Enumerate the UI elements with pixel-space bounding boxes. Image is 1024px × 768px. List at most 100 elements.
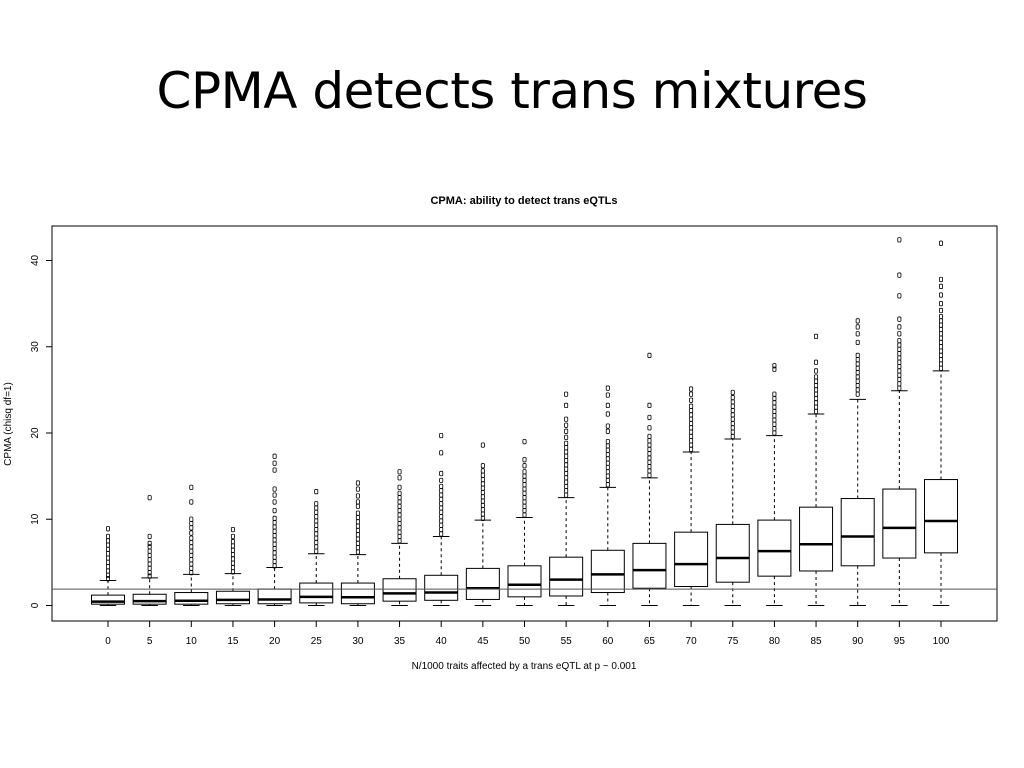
outlier-point [564, 416, 569, 422]
outlier-point [397, 533, 402, 540]
box-iqr [840, 498, 875, 567]
box-iqr [549, 556, 584, 597]
outlier-point [272, 486, 277, 492]
outlier-point [605, 423, 610, 429]
outlier-point [272, 508, 277, 514]
outlier-point [647, 433, 652, 440]
outlier-point [439, 488, 444, 494]
outlier-point [439, 470, 444, 477]
outlier-point [397, 516, 402, 522]
box-iqr [507, 565, 542, 598]
box-40 [424, 432, 459, 606]
outlier-point [147, 565, 152, 571]
outlier-point [772, 421, 777, 427]
box-iqr [715, 523, 750, 583]
outlier-point [272, 460, 277, 466]
outlier-point [689, 397, 694, 403]
outlier-point [605, 460, 610, 466]
outlier-point [147, 533, 152, 540]
outlier-point [355, 503, 360, 509]
x-tick-label: 85 [810, 636, 822, 647]
outlier-point [564, 453, 569, 459]
outlier-point [106, 551, 111, 557]
outlier-point [939, 276, 944, 283]
outlier-point [855, 365, 860, 371]
outlier-point [772, 426, 777, 432]
x-tick-label: 95 [894, 636, 906, 647]
box-100 [924, 240, 958, 606]
box-25 [299, 489, 334, 606]
outlier-point [397, 469, 402, 475]
x-tick-label: 30 [352, 636, 364, 647]
outlier-point [480, 442, 485, 448]
outlier-point [605, 443, 610, 449]
outlier-point [897, 331, 902, 337]
outlier-point [939, 361, 944, 367]
outlier-point [897, 372, 902, 378]
outlier-point [564, 462, 569, 468]
outlier-point [689, 416, 694, 422]
outlier-point [689, 420, 694, 427]
x-tick-label: 45 [477, 636, 489, 647]
outlier-point [647, 472, 652, 478]
box-55 [549, 391, 584, 606]
outlier-point [730, 407, 735, 414]
outlier-point [480, 481, 485, 487]
outlier-point [314, 531, 319, 537]
outlier-point [897, 342, 902, 348]
outlier-point [855, 391, 860, 397]
outlier-point [106, 555, 111, 561]
outlier-point [314, 514, 319, 520]
outlier-point [522, 490, 527, 496]
outlier-point [897, 351, 902, 357]
outlier-point [314, 509, 319, 515]
box-65 [632, 352, 667, 606]
outlier-point [480, 507, 485, 513]
outlier-point [147, 544, 152, 550]
outlier-point [522, 473, 527, 479]
outlier-point [439, 518, 444, 524]
outlier-point [230, 526, 235, 533]
outlier-point [439, 450, 444, 456]
outlier-point [605, 428, 610, 434]
x-axis-label: N/1000 traits affected by a trans eQTL a… [412, 661, 637, 672]
outlier-point [939, 331, 944, 337]
outlier-point [855, 331, 860, 337]
outlier-point [522, 477, 527, 484]
outlier-point [355, 493, 360, 499]
outlier-point [189, 499, 194, 505]
outlier-point [855, 374, 860, 380]
outlier-point [605, 402, 610, 408]
outlier-point [522, 503, 527, 509]
outlier-point [939, 344, 944, 350]
box-iqr [924, 479, 958, 554]
outlier-point [605, 473, 610, 479]
outlier-point [397, 484, 402, 490]
outlier-point [605, 392, 610, 398]
box-70 [674, 386, 709, 606]
outlier-point [939, 307, 944, 314]
outlier-point [272, 515, 277, 521]
outlier-point [939, 352, 944, 358]
x-tick-label: 100 [933, 636, 950, 647]
y-tick-label: 10 [30, 513, 41, 525]
outlier-point [147, 540, 152, 546]
box-95 [882, 237, 917, 606]
outlier-point [272, 499, 277, 505]
outlier-point [647, 464, 652, 470]
outlier-point [772, 430, 777, 436]
outlier-point [355, 523, 360, 529]
outlier-point [939, 292, 944, 298]
box-15 [215, 526, 250, 606]
outlier-point [106, 538, 111, 544]
outlier-point [939, 339, 944, 346]
x-tick-label: 25 [311, 636, 323, 647]
outlier-point [106, 568, 111, 574]
outlier-point [939, 335, 944, 341]
outlier-point [480, 476, 485, 483]
outlier-point [647, 352, 652, 358]
outlier-point [439, 505, 444, 511]
outlier-point [689, 433, 694, 440]
outlier-point [189, 565, 194, 571]
outlier-point [397, 525, 402, 531]
